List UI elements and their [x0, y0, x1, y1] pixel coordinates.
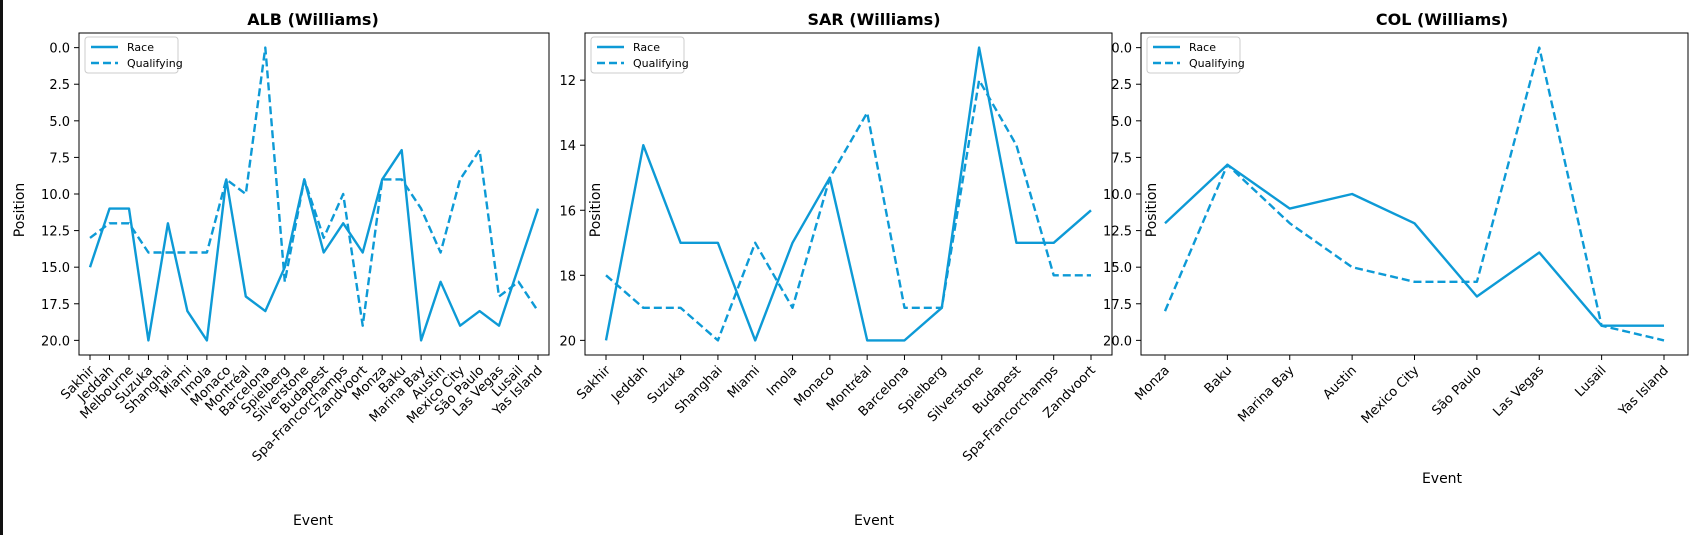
x-tick-label: Baku — [1202, 363, 1235, 396]
y-tick-label: 15.0 — [41, 261, 70, 276]
plot-frame — [584, 32, 1113, 356]
y-tick-label: 20 — [559, 334, 576, 349]
legend-label: Qualifying — [127, 57, 183, 70]
series-line-qualifying — [1163, 46, 1665, 342]
legend: Race Qualifying — [590, 36, 689, 74]
x-tick-label: Imola — [764, 363, 800, 399]
chart-title: SAR (Williams) — [808, 10, 941, 29]
y-tick-label: 10.0 — [1103, 188, 1132, 203]
y-tick-label: 2.5 — [1111, 78, 1132, 93]
y-tick-label: 17.5 — [1103, 298, 1132, 313]
y-tick-label: 14 — [559, 139, 576, 154]
x-tick-label: São Paulo — [1429, 363, 1484, 418]
x-tick-label: Sakhir — [574, 363, 614, 403]
series-line-qualifying — [89, 46, 539, 327]
y-tick-label: 12.5 — [41, 225, 70, 240]
x-tick-label: Lusail — [1573, 363, 1610, 400]
chart-panel-sar: SAR (Williams) Event Position 12 14 16 18 20… — [559, 10, 1113, 529]
legend-label: Race — [1189, 41, 1216, 54]
legend: Race Qualifying — [1146, 36, 1245, 74]
y-axis-label: Position — [12, 183, 28, 238]
legend-label: Race — [127, 41, 154, 54]
y-tick-label: 7.5 — [1111, 151, 1132, 166]
y-tick-label: 18 — [559, 269, 576, 284]
legend: Race Qualifying — [84, 36, 183, 74]
y-tick-label: 7.5 — [49, 151, 70, 166]
legend-label: Qualifying — [1189, 57, 1245, 70]
plot-frame — [1140, 32, 1689, 356]
x-axis-label: Event — [854, 513, 895, 529]
x-axis-label: Event — [293, 513, 334, 529]
chart-panel-alb: ALB (Williams) Event Position 0.0 2.5 5.0 7… — [12, 10, 550, 529]
series-line-race — [1164, 163, 1664, 327]
y-tick-label: 20.0 — [41, 334, 70, 349]
y-tick-label: 2.5 — [49, 78, 70, 93]
legend-label: Qualifying — [633, 57, 689, 70]
x-tick-label: Mexico City — [1359, 363, 1423, 427]
x-tick-label: Jeddah — [608, 363, 651, 406]
y-tick-label: 5.0 — [49, 115, 70, 130]
window-left-edge — [0, 0, 3, 535]
y-tick-label: 20.0 — [1103, 334, 1132, 349]
x-tick-label: Las Vegas — [1491, 363, 1548, 420]
x-tick-label: Austin — [1320, 363, 1359, 402]
y-tick-label: 12 — [559, 74, 576, 89]
y-axis-label: Position — [1144, 183, 1160, 238]
legend-label: Race — [633, 41, 660, 54]
y-tick-label: 0.0 — [1111, 42, 1132, 57]
chart-title: ALB (Williams) — [247, 10, 379, 29]
series-line-race — [604, 46, 1092, 342]
series-line-race — [88, 148, 540, 342]
x-tick-label: Marina Bay — [1235, 363, 1297, 425]
y-tick-label: 17.5 — [41, 298, 70, 313]
plot-frame — [78, 32, 550, 356]
y-axis-label: Position — [588, 183, 604, 238]
y-tick-label: 0.0 — [49, 42, 70, 57]
x-tick-label: Monza — [1132, 363, 1172, 403]
y-tick-label: 16 — [559, 204, 576, 219]
x-tick-label: Yas Island — [1615, 363, 1671, 419]
x-axis-label: Event — [1422, 471, 1463, 487]
y-tick-label: 5.0 — [1111, 115, 1132, 130]
x-tick-label: Miami — [725, 363, 763, 401]
chart-panel-col: COL (Williams) Event Position 0.0 2.5 5.0 7… — [1103, 10, 1689, 487]
y-tick-label: 15.0 — [1103, 261, 1132, 276]
series-line-qualifying — [605, 78, 1091, 342]
chart-title: COL (Williams) — [1376, 10, 1508, 29]
y-tick-label: 10.0 — [41, 188, 70, 203]
y-tick-label: 12.5 — [1103, 225, 1132, 240]
